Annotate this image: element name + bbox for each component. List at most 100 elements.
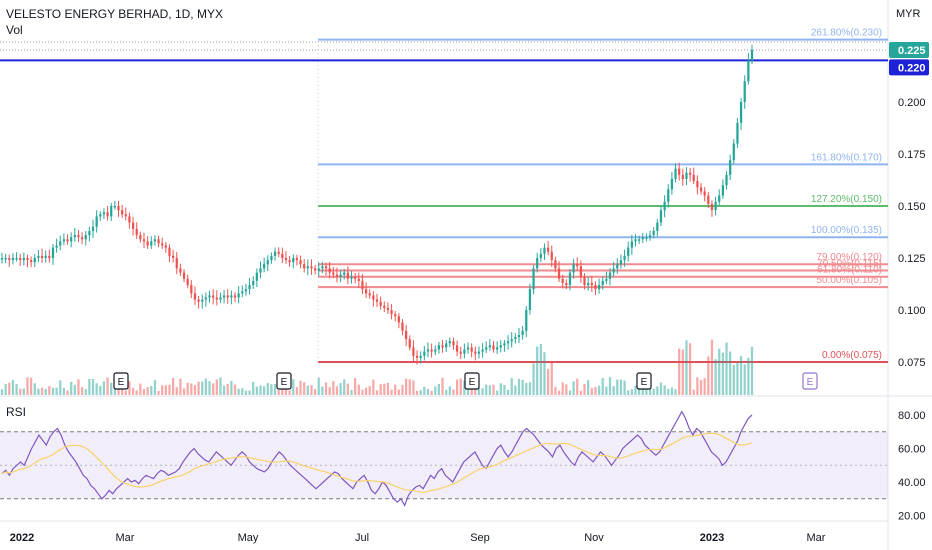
candle-body — [543, 247, 546, 254]
volume-bar — [131, 387, 135, 395]
current-price-badge — [889, 42, 929, 58]
volume-bar — [583, 383, 586, 395]
volume-bar — [437, 384, 441, 395]
candle-body — [510, 339, 513, 342]
candle-body — [146, 241, 149, 246]
candle-body — [142, 239, 146, 242]
candle-body — [66, 239, 69, 242]
volume-bar — [481, 388, 484, 395]
fib-level-label: 70.50%(0.115) — [817, 258, 882, 269]
volume-bar — [739, 355, 743, 395]
candle-body — [685, 172, 688, 179]
candle-body — [707, 195, 710, 204]
candle-body — [466, 347, 470, 350]
candle-body — [492, 345, 495, 350]
volume-bar — [397, 389, 400, 395]
volume-bar — [506, 389, 510, 395]
candle-body — [532, 268, 535, 290]
volume-bar — [237, 388, 240, 395]
candle-body — [332, 272, 335, 275]
volume-bar — [321, 386, 324, 395]
volume-bar — [288, 390, 291, 395]
volume-bar — [230, 380, 233, 395]
rsi-ma-line — [1, 432, 753, 493]
volume-bar — [747, 357, 750, 395]
candle-body — [517, 334, 521, 338]
volume-bar — [539, 343, 542, 395]
volume-bar — [142, 388, 146, 395]
candle-body — [721, 185, 725, 196]
volume-bar — [182, 388, 186, 395]
candle-body — [266, 260, 269, 265]
volume-bar — [350, 389, 353, 395]
candle-body — [426, 349, 430, 352]
volume-bar — [80, 387, 84, 395]
earnings-marker — [802, 372, 818, 390]
rsi-tick-label: 80.00 — [898, 410, 926, 422]
candle-body — [197, 299, 200, 302]
candle-body — [288, 260, 291, 263]
volume-bar — [372, 379, 375, 395]
candle-body — [619, 260, 623, 265]
candle-body — [321, 266, 324, 269]
volume-bar — [88, 378, 91, 395]
volume-bar — [743, 364, 746, 395]
volume-bar — [561, 382, 564, 395]
candle-body — [412, 347, 415, 356]
candle-body — [73, 235, 76, 238]
candle-body — [572, 264, 575, 273]
candle-body — [605, 278, 608, 281]
candle-body — [743, 81, 746, 102]
volume-bar — [616, 379, 619, 395]
time-tick-label: Mar — [807, 532, 826, 544]
volume-bar — [164, 385, 167, 395]
volume-bar — [339, 383, 342, 395]
volume-bar — [587, 380, 590, 395]
volume-bar — [128, 381, 131, 395]
candle-body — [62, 239, 66, 242]
volume-bar — [8, 382, 11, 395]
volume-bar — [124, 390, 127, 395]
volume-bar — [354, 378, 357, 395]
earnings-marker — [276, 372, 292, 390]
candle-body — [59, 241, 62, 246]
candle-body — [648, 235, 652, 238]
candle-body — [554, 260, 557, 269]
candle-body — [11, 258, 15, 261]
volume-bar — [572, 381, 575, 395]
volume-bar — [37, 388, 40, 395]
candle-body — [317, 268, 320, 271]
earnings-marker — [464, 372, 480, 390]
volume-bar — [244, 390, 248, 395]
volume-bar — [619, 379, 623, 395]
candle-body — [557, 268, 561, 279]
volume-bar — [295, 387, 299, 395]
candle-body — [597, 285, 601, 290]
candle-body — [576, 264, 579, 267]
volume-bar — [270, 384, 273, 395]
volume-bar — [201, 381, 204, 395]
volume-bar — [215, 379, 218, 395]
volume-bar — [474, 389, 477, 395]
volume-bar — [557, 390, 561, 395]
volume-bar — [707, 356, 710, 395]
candle-body — [419, 355, 422, 358]
fib-level-label: 261.80%(0.230) — [811, 28, 882, 39]
volume-bar — [445, 389, 448, 395]
volume-bar — [19, 388, 22, 395]
candle-body — [193, 293, 197, 300]
volume-bar — [597, 385, 601, 395]
volume-bar — [73, 384, 76, 395]
candle-body — [121, 210, 124, 215]
earnings-marker — [636, 372, 652, 390]
candle-body — [710, 203, 714, 211]
candle-body — [725, 174, 728, 186]
volume-bar — [568, 390, 572, 395]
volume-bar — [343, 379, 346, 395]
candle-body — [33, 258, 36, 263]
candle-body — [48, 255, 51, 258]
candle-body — [638, 239, 641, 241]
earnings-marker-label: E — [118, 377, 125, 388]
volume-bar — [193, 385, 197, 395]
candle-body — [568, 272, 572, 286]
